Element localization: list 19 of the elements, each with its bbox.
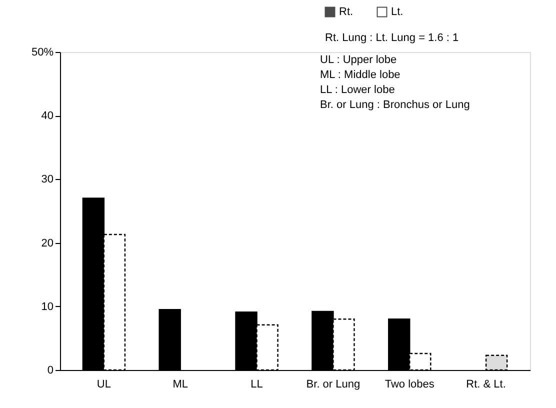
annotation: Br. or Lung : Bronchus or Lung bbox=[320, 99, 470, 111]
annotation: LL : Lower lobe bbox=[320, 84, 395, 96]
x-tick-label: Br. or Lung bbox=[306, 378, 360, 390]
y-tick-label: 50% bbox=[31, 46, 54, 58]
legend-label: Lt. bbox=[391, 6, 404, 18]
annotation: ML : Middle lobe bbox=[320, 69, 400, 81]
y-tick-label: 40 bbox=[41, 110, 54, 122]
legend-label: Rt. bbox=[339, 6, 354, 18]
x-tick-label: Two lobes bbox=[384, 378, 435, 390]
x-tick-label: UL bbox=[96, 378, 111, 390]
y-tick-label: 20 bbox=[41, 237, 54, 250]
y-tick-label: 0 bbox=[47, 364, 54, 376]
y-tick-label: 10 bbox=[41, 300, 54, 313]
annotation: UL : Upper lobe bbox=[320, 54, 397, 66]
x-tick-label: ML bbox=[172, 378, 188, 390]
text: Rt. Lung : Lt. Lung = 1.6 : 1 bbox=[325, 32, 459, 44]
x-tick-label: LL bbox=[250, 378, 263, 390]
y-tick-label: 30 bbox=[41, 174, 54, 186]
x-tick-label: Rt. & Lt. bbox=[466, 378, 506, 390]
